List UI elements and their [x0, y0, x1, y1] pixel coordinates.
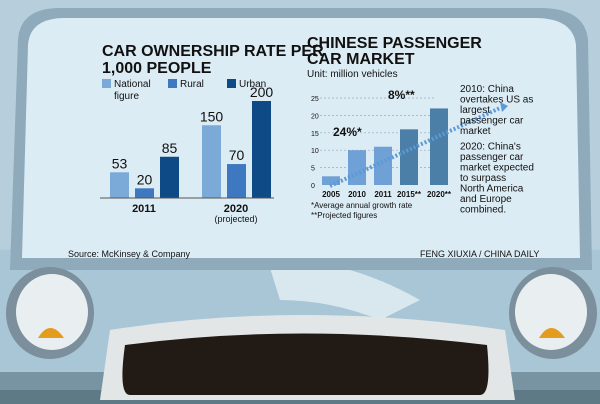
right-chart-subtitle: Unit: million vehicles	[307, 69, 398, 80]
legend-swatch	[168, 79, 177, 88]
growth-arrow	[329, 106, 501, 188]
side-note-line: North America	[460, 184, 524, 195]
bar-2020	[430, 108, 448, 185]
legend-label: National	[114, 79, 151, 90]
bar-value-label: 53	[112, 155, 128, 171]
side-note-line: largest	[460, 105, 490, 116]
right-headlight	[509, 267, 597, 359]
side-note-line: market expected	[460, 163, 534, 174]
left-headlight	[6, 267, 94, 359]
credit: FENG XIUXIA / CHINA DAILY	[420, 249, 539, 259]
bar-value-label: 20	[137, 171, 153, 187]
right-chart-bars: 2005 2010 2011 2015** 2020**	[322, 108, 452, 199]
side-note-line: passenger car	[460, 116, 524, 127]
y-tick-label: 20	[311, 113, 319, 120]
side-note-line: overtakes US as	[460, 95, 533, 106]
bar-2010	[348, 150, 366, 185]
note-growth-rate: *Average annual growth rate	[311, 201, 413, 210]
bar-urban-2011	[160, 156, 179, 198]
y-tick-label: 0	[311, 183, 315, 190]
bar-national-figure-2011	[110, 172, 129, 198]
category-label: 2020	[224, 203, 248, 215]
x-tick-label: 2010	[348, 190, 366, 199]
bar-urban-2020	[252, 101, 271, 198]
side-note-line: 2020: China's	[460, 142, 521, 153]
hood-highlight	[270, 263, 420, 320]
category-label: 2011	[132, 203, 156, 215]
left-chart-bars: 53 20 85 2011 150 70 200 2020(projected)	[110, 84, 273, 224]
bar-2005	[322, 176, 340, 185]
bar-rural-2011	[135, 188, 154, 198]
y-tick-label: 10	[311, 148, 319, 155]
side-note-line: passenger car	[460, 152, 524, 163]
right-chart-title-line2: CAR MARKET	[307, 51, 415, 68]
source: Source: McKinsey & Company	[68, 249, 191, 259]
bar-2015	[400, 129, 418, 185]
growth-arrow-head	[500, 102, 508, 112]
x-tick-label: 2015**	[397, 190, 422, 199]
legend-label: Rural	[180, 79, 204, 90]
left-chart-title-line2: 1,000 PEOPLE	[102, 60, 212, 77]
right-chart-title-line1: CHINESE PASSENGER	[307, 35, 482, 52]
bar-value-label: 150	[200, 108, 224, 124]
y-tick-label: 25	[311, 96, 319, 103]
x-tick-label: 2020**	[427, 190, 452, 199]
side-note-line: to surpass	[460, 173, 506, 184]
legend-label: Urban	[239, 79, 266, 90]
side-note-line: combined.	[460, 205, 506, 216]
bar-value-label: 200	[250, 84, 274, 100]
bar-rural-2020	[227, 164, 246, 198]
side-note-line: market	[460, 126, 491, 137]
side-note-line: and Europe	[460, 194, 512, 205]
y-tick-label: 5	[311, 166, 315, 173]
bar-national-figure-2020	[202, 125, 221, 198]
legend-label: figure	[114, 91, 139, 102]
legend-swatch	[102, 79, 111, 88]
x-tick-label: 2011	[374, 190, 392, 199]
bar-value-label: 70	[229, 147, 245, 163]
annotation-24pct: 24%*	[333, 125, 362, 139]
bar-2011	[374, 146, 392, 185]
legend-swatch	[227, 79, 236, 88]
y-tick-label: 15	[311, 131, 319, 138]
grille	[122, 333, 489, 395]
note-projected: **Projected figures	[311, 211, 377, 220]
left-chart-title-line1: CAR OWNERSHIP RATE PER	[102, 43, 324, 60]
side-note-line: 2010: China	[460, 84, 514, 95]
category-sublabel: (projected)	[214, 214, 257, 224]
x-tick-label: 2005	[322, 190, 340, 199]
bar-value-label: 85	[162, 140, 178, 156]
annotation-8pct: 8%**	[388, 88, 415, 102]
